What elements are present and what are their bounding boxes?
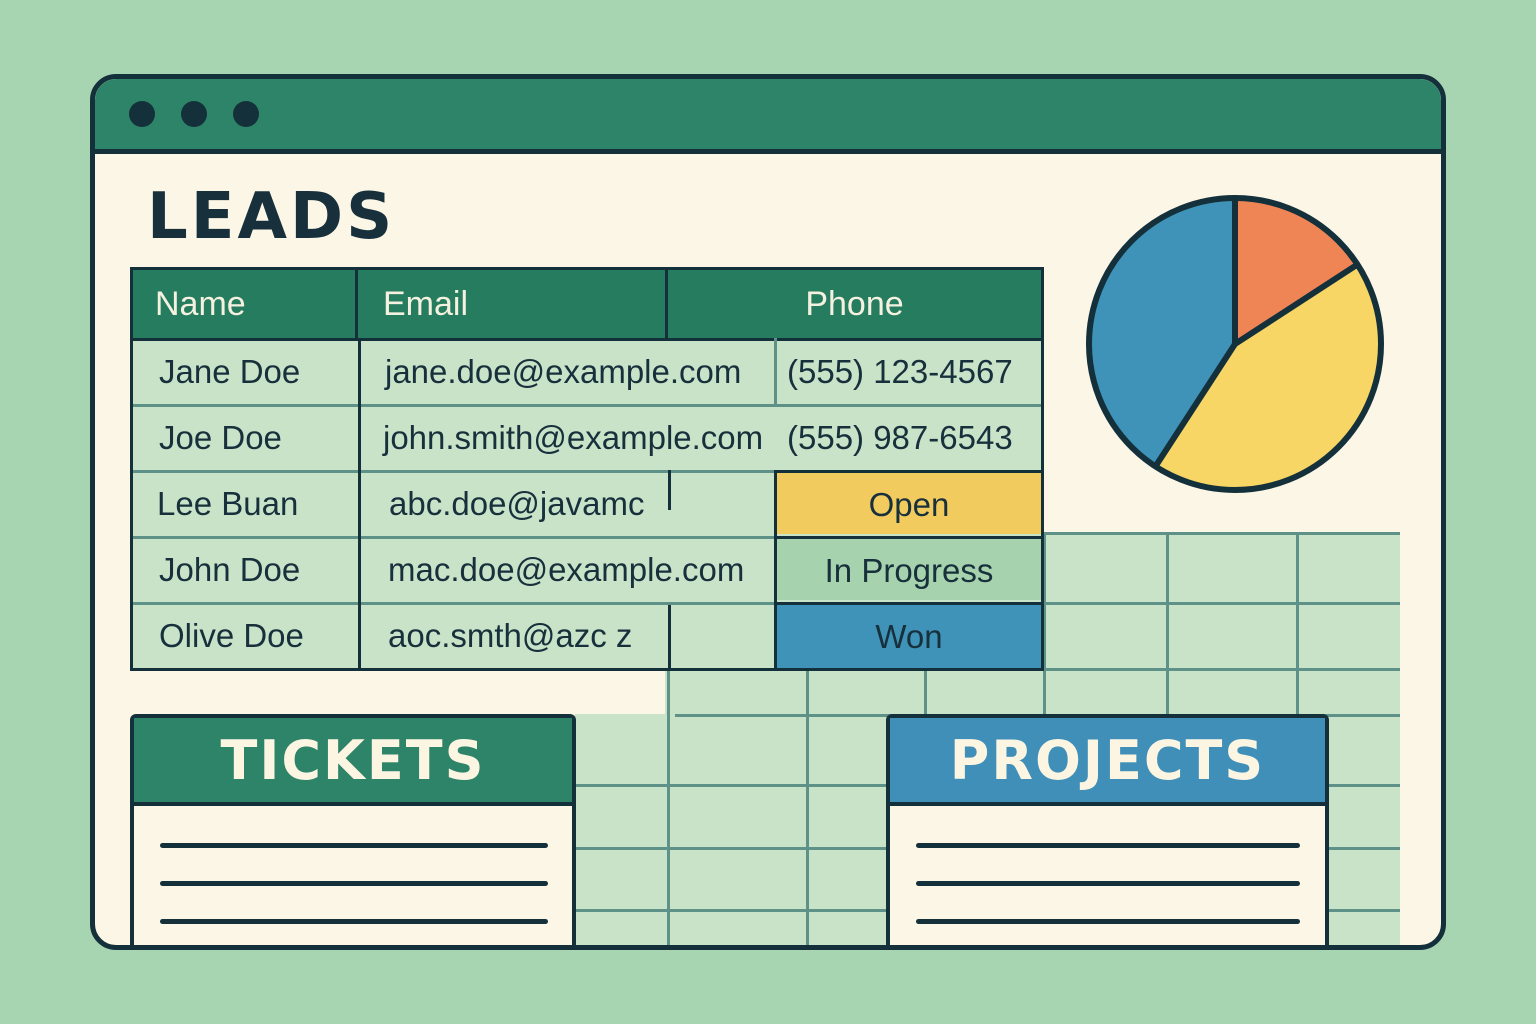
background-grid <box>575 714 675 945</box>
cell-name: Olive Doe <box>159 617 304 654</box>
column-header-phone[interactable]: Phone <box>668 270 1041 338</box>
cell-phone: (555) 987-6543 <box>787 419 1013 456</box>
cell-email: abc.doe@javamc <box>389 485 645 522</box>
cell-email: jane.doe@example.com <box>385 353 742 390</box>
projects-panel-title: PROJECTS <box>890 718 1325 806</box>
row-divider <box>133 602 1041 605</box>
cell-name: Joe Doe <box>159 419 282 456</box>
column-header-email[interactable]: Email <box>358 270 668 338</box>
grid-line <box>924 668 927 718</box>
placeholder-line <box>160 881 548 886</box>
app-window: LEADS Name Email Phone Jane Doe jane.doe… <box>90 74 1446 950</box>
pie-slice-orange[interactable] <box>1235 198 1358 344</box>
grid-line <box>575 909 675 912</box>
placeholder-line <box>916 843 1300 848</box>
leads-pie-chart[interactable] <box>1083 192 1387 496</box>
column-divider <box>774 338 777 404</box>
grid-line <box>575 847 675 850</box>
header-divider <box>133 338 1041 341</box>
status-badge-in-progress[interactable]: In Progress <box>777 536 1041 600</box>
row-divider <box>133 536 1041 539</box>
window-control-dot-icon[interactable] <box>233 101 259 127</box>
grid-line <box>667 668 670 945</box>
cell-name: John Doe <box>159 551 301 588</box>
cell-email: mac.doe@example.com <box>388 551 745 588</box>
projects-panel[interactable]: PROJECTS <box>886 714 1329 945</box>
cell-name: Jane Doe <box>159 353 301 390</box>
grid-line <box>575 784 675 787</box>
status-badge-open[interactable]: Open <box>777 470 1041 534</box>
column-header-label: Email <box>383 285 469 323</box>
column-header-label: Name <box>155 285 246 323</box>
cell-email: aoc.smth@azc z <box>388 617 633 654</box>
grid-line <box>1042 532 1400 535</box>
grid-line <box>1042 602 1400 605</box>
column-divider <box>774 470 777 668</box>
cell-name: Lee Buan <box>157 485 299 522</box>
grid-line <box>806 668 809 945</box>
column-header-name[interactable]: Name <box>133 270 358 338</box>
cell-email: john.smith@example.com <box>383 419 764 456</box>
page-title: LEADS <box>147 180 396 254</box>
column-divider <box>358 338 361 668</box>
status-badge-won[interactable]: Won <box>777 602 1041 668</box>
window-control-dot-icon[interactable] <box>129 101 155 127</box>
leads-table: Name Email Phone Jane Doe jane.doe@examp… <box>130 267 1044 671</box>
cell-phone: (555) 123-4567 <box>787 353 1013 390</box>
row-divider <box>133 404 1041 407</box>
placeholder-line <box>160 919 548 924</box>
placeholder-line <box>916 919 1300 924</box>
tickets-panel-title: TICKETS <box>134 718 572 806</box>
column-divider <box>668 470 671 510</box>
column-divider <box>668 605 671 668</box>
pie-slice-yellow[interactable] <box>1155 264 1381 490</box>
tickets-panel[interactable]: TICKETS <box>130 714 576 945</box>
grid-line <box>1043 532 1046 718</box>
grid-line <box>1296 532 1299 718</box>
column-header-label: Phone <box>805 285 904 323</box>
placeholder-line <box>916 881 1300 886</box>
row-divider <box>133 470 1041 473</box>
dashboard-content: LEADS Name Email Phone Jane Doe jane.doe… <box>95 154 1441 945</box>
window-control-dot-icon[interactable] <box>181 101 207 127</box>
window-titlebar <box>95 79 1441 154</box>
placeholder-line <box>160 843 548 848</box>
grid-line <box>1166 532 1169 718</box>
